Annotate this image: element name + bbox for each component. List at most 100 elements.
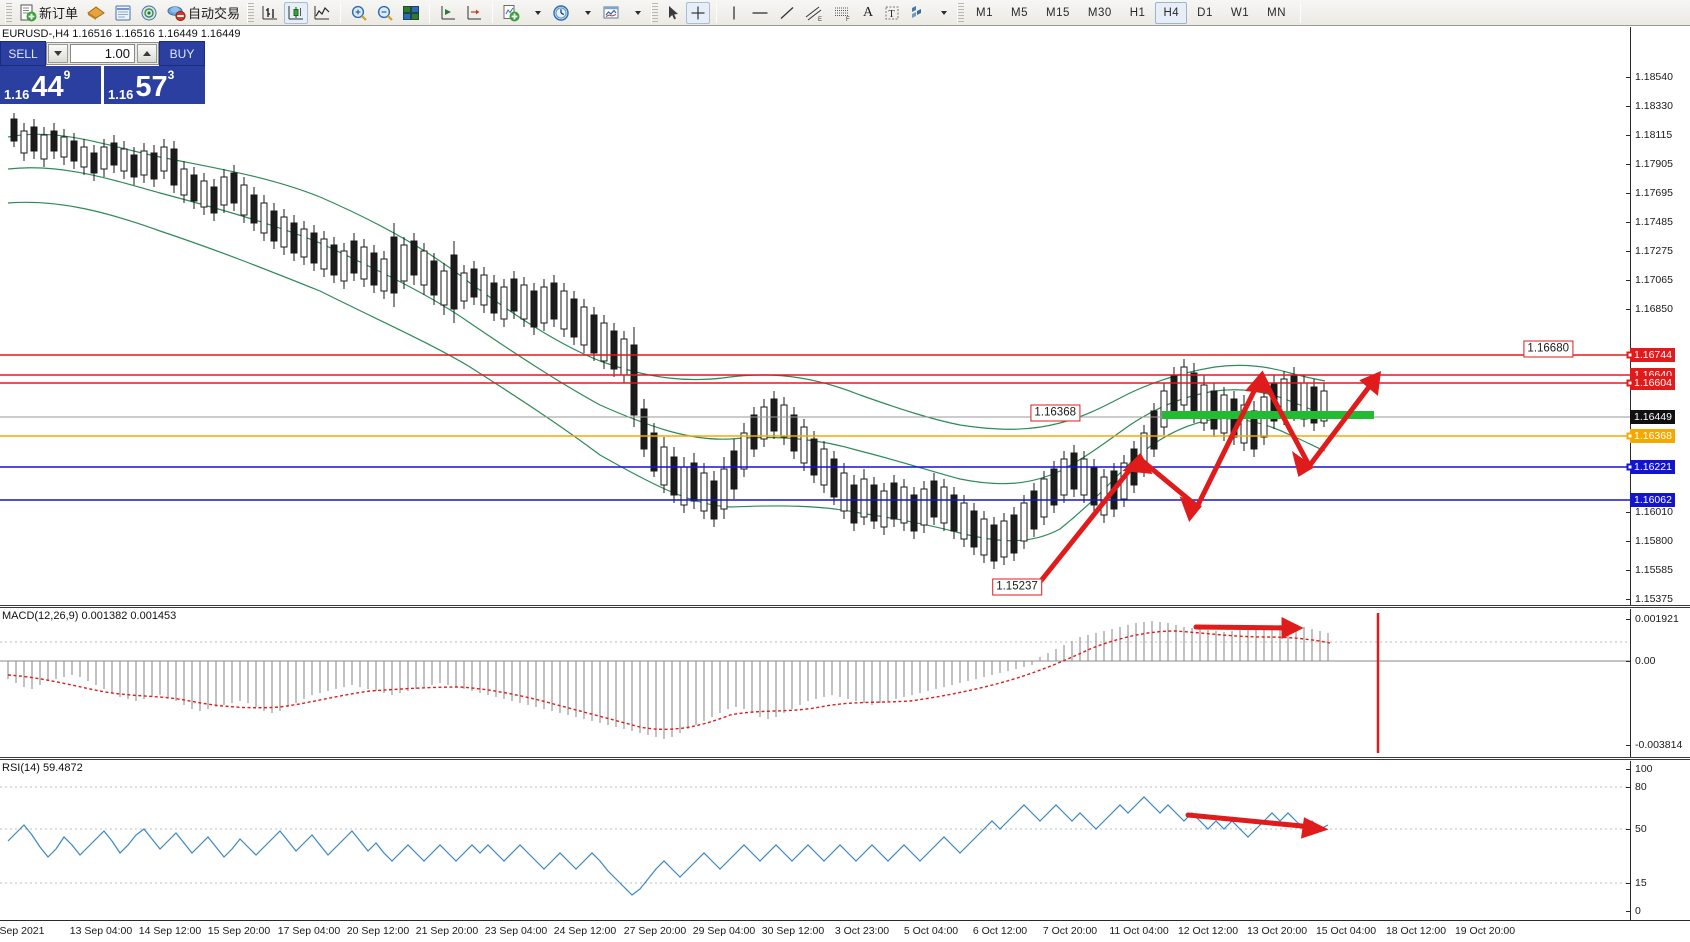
price-tag-116368[interactable]: 1.16368 bbox=[1630, 429, 1675, 443]
buy-price-display[interactable]: 1.16 57 3 bbox=[104, 66, 205, 104]
rsi-trend-arrow bbox=[1185, 812, 1329, 839]
timeframe-d1[interactable]: D1 bbox=[1197, 6, 1213, 19]
rsi-ytick-15: 15 bbox=[1626, 877, 1647, 889]
expert-advisors-button[interactable] bbox=[83, 2, 109, 24]
macd-trend-arrow bbox=[1193, 616, 1304, 640]
annotation-swing-high[interactable]: 1.16680 bbox=[1523, 340, 1573, 358]
shift-end-button[interactable] bbox=[436, 2, 460, 24]
toolbar-grip-2[interactable] bbox=[247, 2, 255, 23]
equidistant-channel-button[interactable]: E bbox=[801, 2, 827, 24]
navigator-icon bbox=[141, 5, 157, 20]
fibonacci-button[interactable]: F bbox=[829, 2, 855, 24]
ytick-115585: 1.15585 bbox=[1626, 564, 1673, 576]
objects-button[interactable] bbox=[905, 2, 929, 24]
rsi-pane[interactable]: RSI(14) 59.4872 100 80 50 15 0 bbox=[0, 761, 1690, 921]
toolbar-grip[interactable] bbox=[5, 2, 12, 23]
ttick-1: 13 Sep 04:00 bbox=[69, 925, 133, 937]
timeframe-h4[interactable]: H4 bbox=[1155, 1, 1188, 24]
timeframe-mn[interactable]: MN bbox=[1267, 6, 1286, 19]
candlesticks bbox=[10, 113, 1328, 569]
period-dropdown[interactable] bbox=[575, 2, 597, 24]
ttick-13: 5 Oct 04:00 bbox=[903, 925, 959, 937]
bollinger-lower bbox=[7, 201, 1326, 542]
new-order-icon bbox=[20, 4, 37, 21]
time-axis[interactable]: Sep 2021 13 Sep 04:00 14 Sep 12:00 15 Se… bbox=[0, 920, 1690, 942]
text-label-button[interactable]: A bbox=[857, 2, 879, 24]
trendline-button[interactable] bbox=[775, 2, 799, 24]
handle-116368[interactable] bbox=[1626, 432, 1634, 440]
one-click-trading-panel[interactable]: SELL 1.00 BUY 1.16 44 9 1.16 57 3 bbox=[0, 41, 205, 104]
ytick-118330: 1.18330 bbox=[1626, 100, 1673, 112]
data-window-icon bbox=[115, 5, 131, 20]
text-button[interactable]: T bbox=[881, 2, 903, 24]
timeframe-h1[interactable]: H1 bbox=[1129, 6, 1146, 19]
price-tag-current[interactable]: 1.16449 bbox=[1630, 410, 1675, 424]
data-window-button[interactable] bbox=[111, 2, 135, 24]
sell-price-display[interactable]: 1.16 44 9 bbox=[0, 66, 101, 104]
bar-chart-button[interactable] bbox=[258, 2, 282, 24]
auto-trading-button[interactable]: 自动交易 bbox=[163, 2, 243, 24]
price-tag-116604[interactable]: 1.16604 bbox=[1630, 376, 1675, 390]
volume-input[interactable]: 1.00 bbox=[70, 44, 135, 63]
auto-scroll-button[interactable] bbox=[462, 2, 486, 24]
expert-advisors-icon bbox=[87, 5, 105, 20]
price-pane[interactable]: EURUSD-,H4 1.16516 1.16516 1.16449 1.164… bbox=[0, 27, 1690, 605]
trend-arrows bbox=[1037, 370, 1382, 585]
price-tag-116221[interactable]: 1.16221 bbox=[1630, 460, 1675, 474]
macd-pane[interactable]: MACD(12,26,9) 0.001382 0.001453 bbox=[0, 609, 1690, 757]
navigator-button[interactable] bbox=[137, 2, 161, 24]
new-chart-dropdown[interactable] bbox=[525, 2, 547, 24]
cursor-button[interactable] bbox=[662, 2, 684, 24]
timeframe-m5[interactable]: M5 bbox=[1011, 6, 1028, 19]
pane-divider-2[interactable] bbox=[0, 757, 1690, 760]
pane-divider-1[interactable] bbox=[0, 605, 1690, 608]
ttick-15: 7 Oct 20:00 bbox=[1042, 925, 1098, 937]
zoom-out-button[interactable] bbox=[373, 2, 397, 24]
toolbar-grip-4[interactable] bbox=[957, 2, 965, 23]
annotation-swing-low[interactable]: 1.15237 bbox=[992, 578, 1042, 596]
new-chart-button[interactable] bbox=[499, 2, 523, 24]
auto-trading-label: 自动交易 bbox=[188, 7, 241, 22]
ytick-115375: 1.15375 bbox=[1626, 593, 1673, 605]
ttick-3: 15 Sep 20:00 bbox=[207, 925, 271, 937]
toolbar-separator-3 bbox=[492, 2, 494, 23]
indicators-dropdown[interactable] bbox=[625, 2, 647, 24]
buy-button[interactable]: BUY bbox=[159, 41, 205, 66]
new-order-button[interactable]: 新订单 bbox=[16, 2, 81, 24]
sell-button[interactable]: SELL bbox=[0, 41, 46, 66]
objects-dropdown[interactable] bbox=[931, 2, 953, 24]
timeframe-m15[interactable]: M15 bbox=[1046, 6, 1070, 19]
volume-stepper[interactable]: 1.00 bbox=[46, 42, 159, 65]
toolbar-grip-3[interactable] bbox=[651, 2, 659, 23]
period-button[interactable] bbox=[549, 2, 573, 24]
new-chart-icon bbox=[503, 4, 520, 21]
handle-116221[interactable] bbox=[1626, 463, 1634, 471]
line-chart-button[interactable] bbox=[310, 2, 334, 24]
sell-price-main: 44 bbox=[31, 71, 64, 103]
zoom-out-icon bbox=[377, 5, 393, 21]
zoom-in-button[interactable] bbox=[347, 2, 371, 24]
vertical-line-button[interactable] bbox=[723, 2, 745, 24]
handle-116744[interactable] bbox=[1626, 351, 1634, 359]
ttick-0: Sep 2021 bbox=[0, 925, 45, 937]
annotation-resistance[interactable]: 1.16368 bbox=[1030, 404, 1080, 422]
volume-increase-button[interactable] bbox=[137, 44, 157, 63]
auto-scroll-icon bbox=[467, 5, 482, 19]
tile-windows-button[interactable] bbox=[399, 2, 423, 24]
handle-116604[interactable] bbox=[1626, 379, 1634, 387]
price-tag-116744[interactable]: 1.16744 bbox=[1630, 348, 1675, 362]
tile-windows-icon bbox=[403, 5, 420, 20]
timeframe-w1[interactable]: W1 bbox=[1230, 6, 1250, 19]
chart-area[interactable]: EURUSD-,H4 1.16516 1.16516 1.16449 1.164… bbox=[0, 26, 1690, 942]
trade-panel-controls: SELL 1.00 BUY bbox=[0, 41, 205, 66]
volume-decrease-button[interactable] bbox=[48, 44, 68, 63]
candlestick-chart-button[interactable] bbox=[284, 1, 309, 24]
timeframe-m30[interactable]: M30 bbox=[1087, 6, 1112, 19]
bollinger-middle bbox=[7, 167, 1326, 485]
crosshair-button[interactable] bbox=[686, 1, 711, 24]
ttick-18: 13 Oct 20:00 bbox=[1246, 925, 1308, 937]
horizontal-line-button[interactable] bbox=[747, 2, 773, 24]
indicators-button[interactable] bbox=[599, 2, 623, 24]
timeframe-m1[interactable]: M1 bbox=[976, 6, 994, 19]
price-tag-116062[interactable]: 1.16062 bbox=[1630, 493, 1675, 507]
